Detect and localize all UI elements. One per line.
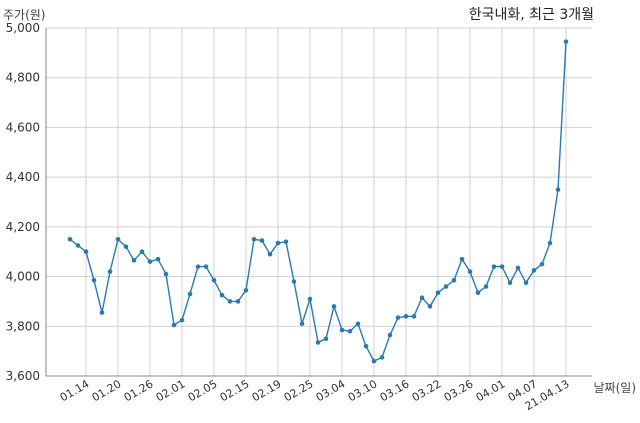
data-point (531, 268, 537, 273)
data-point (523, 280, 529, 286)
data-point (275, 240, 281, 246)
data-point (427, 304, 433, 309)
data-point (459, 256, 465, 262)
data-point (387, 332, 393, 338)
data-point (515, 265, 521, 271)
data-point (243, 287, 249, 293)
x-tick-label: 03.10 (346, 377, 380, 404)
y-tick-label: 4,000 (6, 270, 40, 284)
data-point (419, 295, 425, 301)
data-point (171, 322, 177, 328)
data-point (443, 284, 449, 289)
data-point (347, 328, 353, 334)
data-point (203, 264, 209, 269)
y-tick-label: 4,200 (6, 220, 40, 234)
y-tick-label: 5,000 (6, 21, 40, 35)
data-point (331, 304, 337, 309)
data-point (315, 340, 321, 345)
y-tick-label: 4,400 (6, 170, 40, 184)
y-tick-label: 4,600 (6, 120, 40, 134)
data-point (483, 284, 489, 289)
data-point (147, 259, 153, 264)
data-point (507, 280, 513, 286)
x-tick-label: 01.14 (58, 377, 92, 404)
x-tick-label: 03.04 (314, 377, 348, 404)
data-point (355, 321, 361, 327)
data-point (363, 343, 369, 349)
data-point (195, 264, 201, 269)
x-tick-label: 03.22 (410, 377, 444, 404)
data-point (539, 261, 545, 267)
data-point (475, 290, 481, 296)
data-point (131, 258, 137, 263)
data-point (403, 314, 409, 319)
data-point (299, 321, 305, 327)
data-point (451, 278, 457, 283)
data-point (379, 355, 385, 360)
x-axis-label: 날짜(일) (593, 381, 636, 395)
data-point (563, 39, 569, 44)
data-point (139, 249, 145, 255)
data-point (411, 314, 417, 319)
data-point (123, 244, 129, 250)
data-point (163, 271, 169, 277)
x-tick-label: 04.01 (474, 377, 508, 404)
data-point (187, 291, 193, 297)
x-tick-label: 02.01 (154, 377, 188, 404)
data-point (67, 236, 73, 242)
data-point (371, 358, 377, 364)
y-axis-label: 주가(원) (3, 8, 46, 22)
y-tick-label: 4,800 (6, 71, 40, 85)
x-tick-label: 02.05 (186, 377, 220, 404)
data-point (107, 269, 113, 274)
data-point (75, 243, 81, 248)
data-point (547, 240, 553, 246)
data-point (467, 269, 473, 274)
data-point (499, 264, 505, 269)
x-tick-label: 03.26 (442, 377, 476, 404)
x-tick-label: 02.19 (250, 377, 284, 404)
data-point (323, 336, 329, 342)
data-point (267, 251, 273, 257)
data-point (219, 292, 225, 298)
x-tick-label: 01.20 (90, 377, 124, 404)
data-point (115, 236, 121, 242)
data-point (259, 238, 265, 243)
y-tick-label: 3,600 (6, 369, 40, 383)
price-series-line (69, 41, 567, 363)
data-point (283, 239, 289, 245)
data-point (99, 310, 105, 315)
data-point (251, 236, 257, 242)
data-point (155, 256, 161, 262)
data-point (291, 279, 297, 284)
data-point (211, 278, 217, 283)
data-point (307, 296, 313, 302)
data-point (555, 187, 561, 192)
data-point (435, 290, 441, 296)
data-point (227, 299, 233, 304)
data-point (179, 317, 185, 323)
chart-title: 한국내화, 최근 3개월 (468, 7, 594, 23)
y-tick-label: 3,800 (6, 319, 40, 333)
x-tick-label: 02.25 (282, 377, 316, 404)
x-tick-label: 02.15 (218, 377, 252, 404)
x-tick-label: 01.26 (122, 377, 156, 404)
data-point (395, 315, 401, 320)
data-point (339, 327, 345, 333)
x-tick-label: 03.16 (378, 377, 412, 404)
data-point (491, 264, 497, 269)
data-point (91, 278, 97, 283)
data-point (83, 249, 89, 255)
data-point (235, 299, 241, 304)
